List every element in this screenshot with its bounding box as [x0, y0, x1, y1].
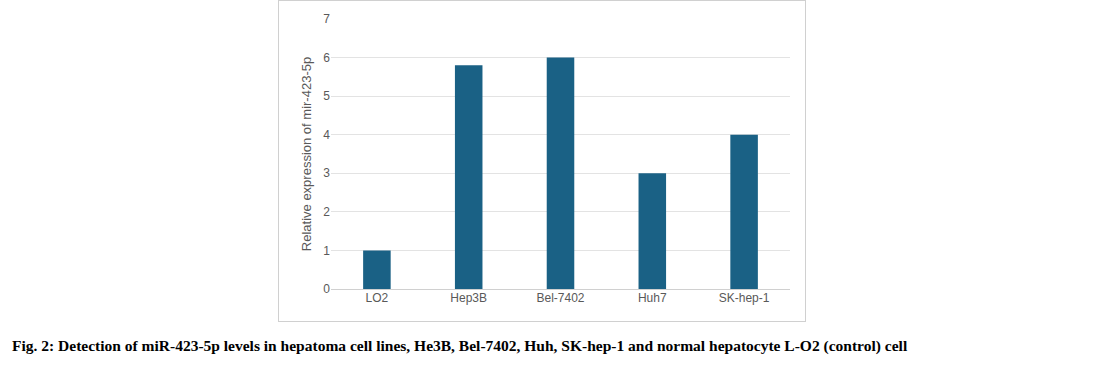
- svg-text:6: 6: [323, 51, 330, 65]
- svg-text:5: 5: [323, 89, 330, 103]
- svg-text:2: 2: [323, 205, 330, 219]
- svg-text:1: 1: [323, 244, 330, 258]
- svg-text:7: 7: [323, 12, 330, 26]
- svg-text:SK-hep-1: SK-hep-1: [719, 291, 770, 305]
- html-text:Fig. 2: Detection of miR-423-5: Fig. 2: Detection of miR-423-5p levels i…: [12, 337, 908, 354]
- svg-text:3: 3: [323, 166, 330, 180]
- svg-text:LO2: LO2: [366, 291, 389, 305]
- svg-text:Relative expression of mir-423: Relative expression of mir-423-5p: [299, 57, 314, 251]
- svg-text:Huh7: Huh7: [638, 291, 667, 305]
- svg-text:0: 0: [323, 282, 330, 296]
- svg-text:Hep3B: Hep3B: [450, 291, 487, 305]
- svg-text:Bel-7402: Bel-7402: [536, 291, 584, 305]
- svg-text:4: 4: [323, 128, 330, 142]
